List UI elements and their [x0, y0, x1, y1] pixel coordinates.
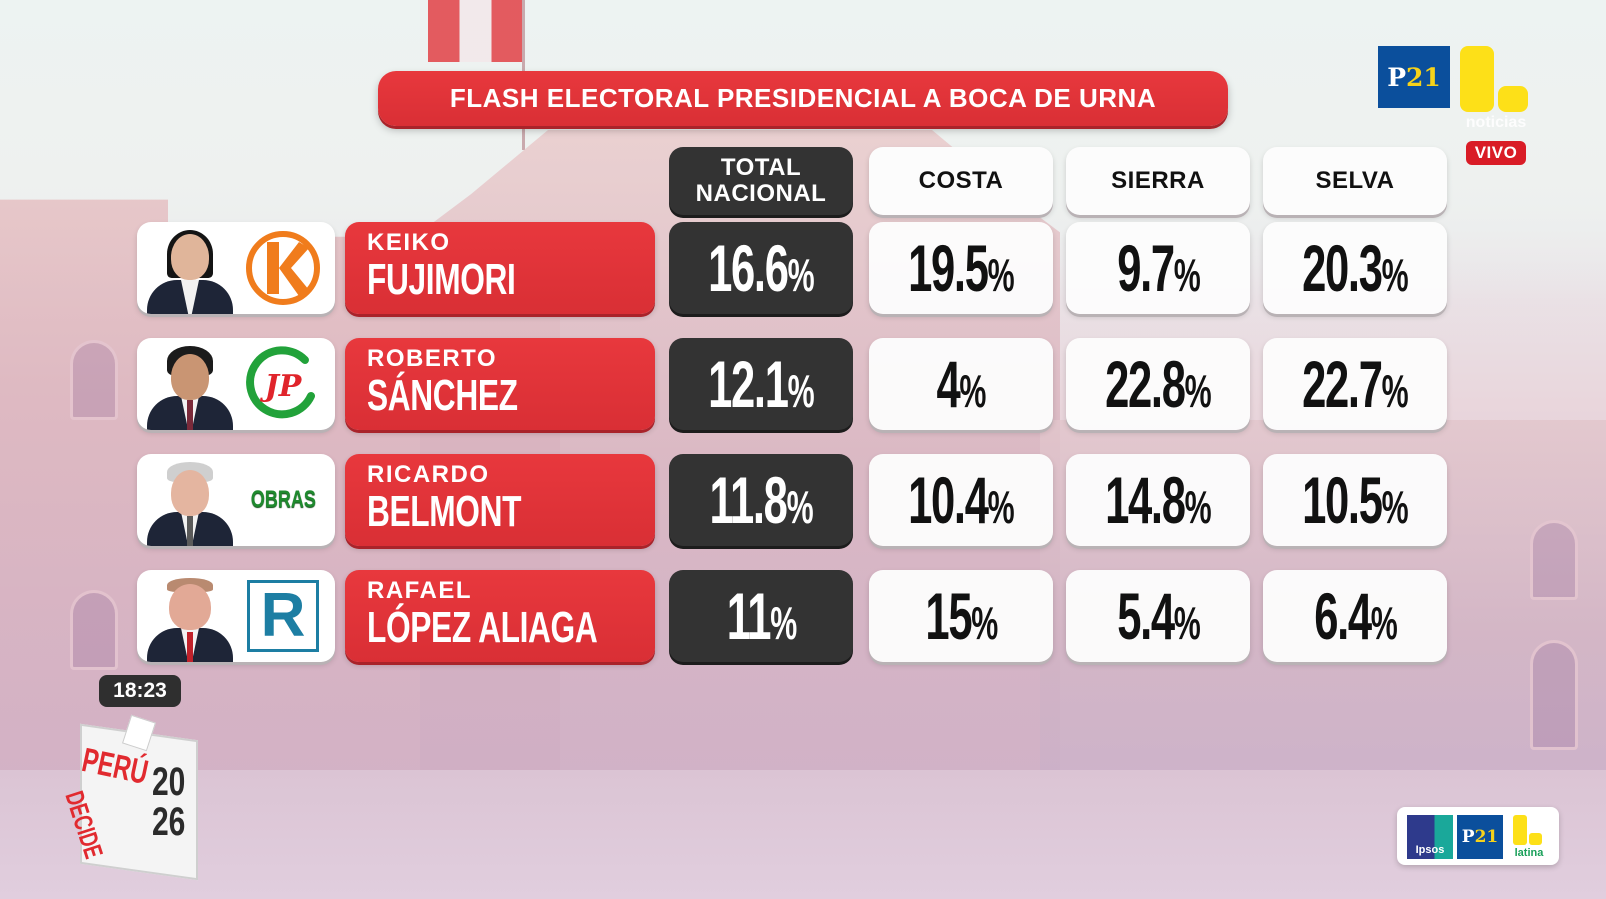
network-caption: noticias — [1465, 114, 1527, 131]
result-total-nacional: 11% — [669, 570, 853, 662]
result-sierra: 9.7% — [1066, 222, 1250, 314]
live-badge: VIVO — [1466, 141, 1526, 165]
candidate-card: OBRAS — [137, 454, 335, 546]
column-header-costa: COSTA — [869, 147, 1053, 215]
candidate-card: JP — [137, 338, 335, 430]
broadcaster-brand: P 21 noticias VIVO — [1378, 46, 1528, 171]
latina-logo-icon — [1460, 46, 1532, 112]
result-sierra: 22.8% — [1066, 338, 1250, 430]
broadcast-clock: 18:23 — [99, 675, 181, 707]
column-header-total-nacional: TOTAL NACIONAL — [669, 147, 853, 215]
candidate-first-name: ROBERTO — [367, 345, 498, 372]
peru-decide-ballot-box-logo: PERÚ DECIDE 20 26 — [59, 714, 198, 881]
result-total-nacional: 16.6% — [669, 222, 853, 314]
sponsor-logos: Ipsos P 21 latina — [1397, 807, 1559, 865]
candidate-photo — [143, 344, 235, 430]
candidate-last-name: BELMONT — [367, 487, 522, 536]
party-logo-jp-icon: JP — [241, 344, 325, 424]
plaza — [0, 770, 1606, 899]
candidate-last-name: SÁNCHEZ — [367, 371, 518, 420]
candidate-name: RICARDO BELMONT — [345, 454, 655, 546]
candidate-first-name: RICARDO — [367, 461, 490, 488]
candidate-photo — [143, 576, 235, 662]
latina-logo-icon — [1509, 815, 1549, 847]
result-costa: 10.4% — [869, 454, 1053, 546]
result-selva: 20.3% — [1263, 222, 1447, 314]
p21-number: 21 — [1406, 62, 1441, 92]
window — [1530, 640, 1578, 750]
table-row: JP ROBERTO SÁNCHEZ 12.1% 4% 22.8% 22.7% — [0, 338, 1606, 430]
table-row: R RAFAEL LÓPEZ ALIAGA 11% 15% 5.4% 6.4% — [0, 570, 1606, 662]
p21-letter: P — [1387, 62, 1406, 92]
ipsos-logo: Ipsos — [1407, 815, 1453, 859]
party-logo-r-icon: R — [241, 576, 325, 656]
latina-caption: latina — [1514, 847, 1544, 859]
table-row: KEIKO FUJIMORI 16.6% 19.5% 9.7% 20.3% — [0, 222, 1606, 314]
result-costa: 19.5% — [869, 222, 1053, 314]
candidate-last-name: FUJIMORI — [367, 255, 516, 304]
party-logo-k-icon — [241, 228, 325, 308]
svg-text:JP: JP — [260, 369, 303, 404]
result-selva: 10.5% — [1263, 454, 1447, 546]
candidate-photo — [143, 460, 235, 546]
party-logo-obras-icon: OBRAS — [250, 486, 316, 513]
candidate-card: R — [137, 570, 335, 662]
table-row: OBRAS RICARDO BELMONT 11.8% 10.4% 14.8% … — [0, 454, 1606, 546]
candidate-photo — [143, 228, 235, 314]
candidate-last-name: LÓPEZ ALIAGA — [367, 603, 598, 652]
candidate-name: KEIKO FUJIMORI — [345, 222, 655, 314]
p21-logo-small: P 21 — [1457, 815, 1503, 859]
candidate-first-name: KEIKO — [367, 229, 451, 256]
candidate-card — [137, 222, 335, 314]
result-selva: 6.4% — [1263, 570, 1447, 662]
column-header-selva: SELVA — [1263, 147, 1447, 215]
peru-flag — [428, 0, 524, 62]
window — [70, 590, 118, 670]
result-costa: 15% — [869, 570, 1053, 662]
column-header-sierra: SIERRA — [1066, 147, 1250, 215]
window — [1530, 520, 1578, 600]
candidate-first-name: RAFAEL — [367, 577, 472, 604]
result-sierra: 14.8% — [1066, 454, 1250, 546]
result-total-nacional: 12.1% — [669, 338, 853, 430]
result-sierra: 5.4% — [1066, 570, 1250, 662]
result-selva: 22.7% — [1263, 338, 1447, 430]
p21-logo: P 21 — [1378, 46, 1450, 108]
result-costa: 4% — [869, 338, 1053, 430]
page-title: FLASH ELECTORAL PRESIDENCIAL A BOCA DE U… — [378, 71, 1228, 126]
candidate-name: RAFAEL LÓPEZ ALIAGA — [345, 570, 655, 662]
candidate-name: ROBERTO SÁNCHEZ — [345, 338, 655, 430]
window — [70, 340, 118, 420]
result-total-nacional: 11.8% — [669, 454, 853, 546]
